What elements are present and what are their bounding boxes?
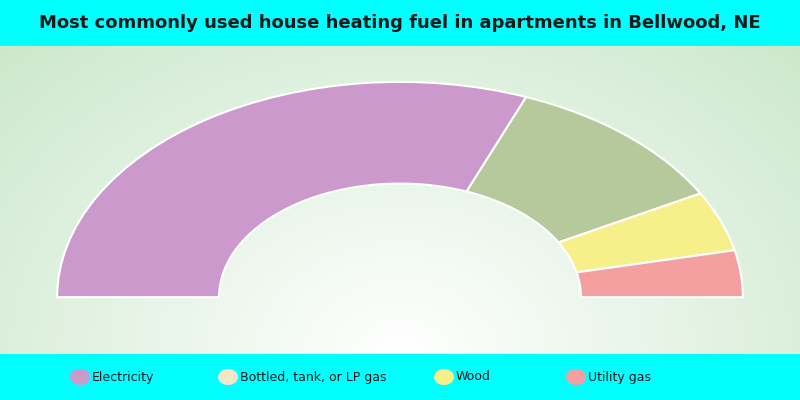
Text: Bottled, tank, or LP gas: Bottled, tank, or LP gas	[240, 370, 386, 384]
Wedge shape	[577, 250, 743, 297]
Wedge shape	[57, 82, 526, 297]
Ellipse shape	[70, 369, 90, 385]
Ellipse shape	[218, 369, 238, 385]
Ellipse shape	[566, 369, 586, 385]
Ellipse shape	[434, 369, 454, 385]
Text: Electricity: Electricity	[92, 370, 154, 384]
Wedge shape	[558, 194, 734, 272]
Wedge shape	[466, 97, 701, 242]
Text: Wood: Wood	[456, 370, 491, 384]
Text: Utility gas: Utility gas	[588, 370, 651, 384]
Text: Most commonly used house heating fuel in apartments in Bellwood, NE: Most commonly used house heating fuel in…	[39, 14, 761, 32]
